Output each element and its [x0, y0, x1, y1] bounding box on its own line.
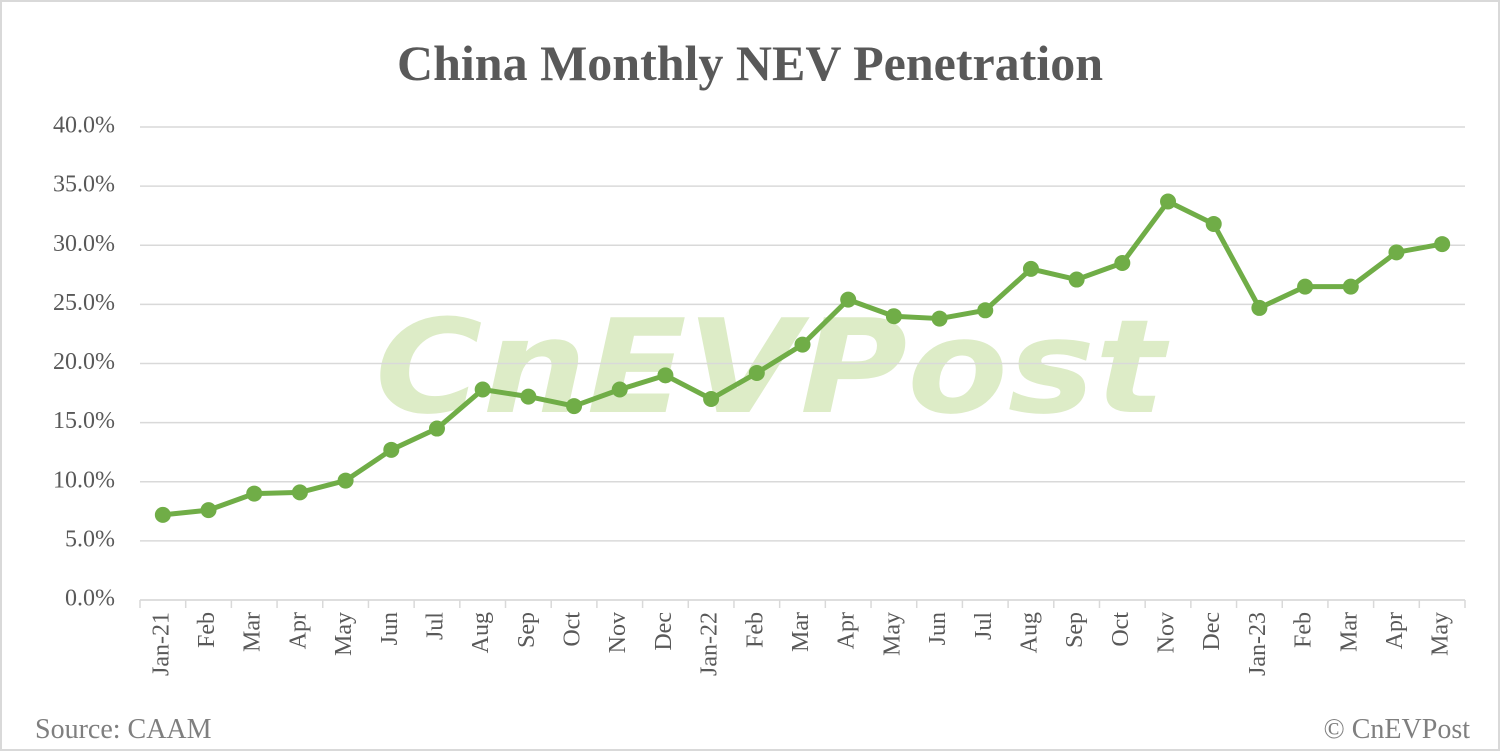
data-point	[1114, 254, 1131, 271]
data-point	[794, 336, 811, 353]
data-point	[428, 420, 445, 437]
data-point	[703, 390, 720, 407]
y-tick-label: 20.0%	[53, 349, 115, 375]
y-tick-label: 0.0%	[65, 586, 115, 612]
source-note: Source: CAAM	[35, 714, 212, 745]
data-point	[1022, 260, 1039, 277]
data-point	[748, 364, 765, 381]
x-tick-label: May	[1428, 612, 1454, 656]
data-point	[520, 388, 537, 405]
chart-title: China Monthly NEV Penetration	[397, 35, 1103, 91]
x-tick-label: Jan-21	[148, 612, 174, 676]
x-tick-label: Nov	[605, 612, 631, 653]
x-tick-label: Mar	[788, 612, 814, 652]
data-point	[931, 310, 948, 327]
data-point	[474, 381, 491, 398]
y-tick-label: 35.0%	[53, 172, 115, 198]
x-tick-label: Feb	[1291, 612, 1317, 648]
x-tick-label: Oct	[560, 612, 586, 647]
x-tick-label: Nov	[1154, 612, 1180, 653]
data-point	[200, 502, 217, 519]
x-tick-label: Aug	[468, 612, 494, 653]
data-point	[1205, 215, 1222, 232]
x-tick-label: Jan-23	[1245, 612, 1271, 676]
data-point	[337, 472, 354, 489]
data-point	[1297, 278, 1314, 295]
x-tick-label: Jul	[971, 612, 997, 640]
y-tick-label: 5.0%	[65, 526, 115, 552]
data-point	[1434, 236, 1451, 253]
x-tick-label: Dec	[651, 612, 677, 651]
data-point	[1251, 299, 1268, 316]
x-tick-label: Feb	[194, 612, 220, 648]
y-tick-label: 15.0%	[53, 408, 115, 434]
x-tick-label: Mar	[240, 612, 266, 652]
x-tick-label: Jan-22	[697, 612, 723, 676]
data-point	[566, 398, 583, 415]
data-point	[154, 506, 171, 523]
x-tick-label: Apr	[834, 612, 860, 649]
y-tick-label: 10.0%	[53, 467, 115, 493]
x-tick-label: Feb	[742, 612, 768, 648]
x-tick-label: Jun	[925, 612, 951, 645]
data-point	[291, 484, 308, 501]
data-point	[1068, 271, 1085, 288]
x-tick-label: Apr	[285, 612, 311, 649]
x-tick-label: Dec	[1199, 612, 1225, 651]
x-tick-label: Sep	[514, 612, 540, 648]
data-point	[977, 302, 994, 319]
x-tick-label: Sep	[1062, 612, 1088, 648]
x-tick-label: May	[331, 612, 357, 656]
y-tick-label: 25.0%	[53, 290, 115, 316]
copyright-note: © CnEVPost	[1323, 714, 1470, 745]
data-point	[840, 291, 857, 308]
watermark: CnEVPost	[375, 291, 1170, 443]
data-point	[1160, 193, 1177, 210]
plot-area: 0.0% 5.0% 10.0% 15.0% 20.0% 25.0% 30.0% 35.0% 40…	[53, 113, 1466, 676]
data-point	[885, 308, 902, 325]
x-tick-label: Apr	[1382, 612, 1408, 649]
data-point	[1388, 244, 1405, 261]
x-tick-label: Jun	[377, 612, 403, 645]
y-tick-label: 30.0%	[53, 231, 115, 257]
x-tick-label: Jul	[422, 612, 448, 640]
x-tick-label: Mar	[1336, 612, 1362, 652]
x-tick-label: Oct	[1108, 612, 1134, 647]
data-point	[246, 485, 263, 502]
data-point	[657, 367, 674, 384]
x-tick-label: May	[879, 612, 905, 656]
data-point	[611, 381, 628, 398]
x-tick-label: Aug	[1016, 612, 1042, 653]
data-point	[1342, 278, 1359, 295]
data-point	[383, 441, 400, 458]
y-tick-label: 40.0%	[53, 113, 115, 139]
